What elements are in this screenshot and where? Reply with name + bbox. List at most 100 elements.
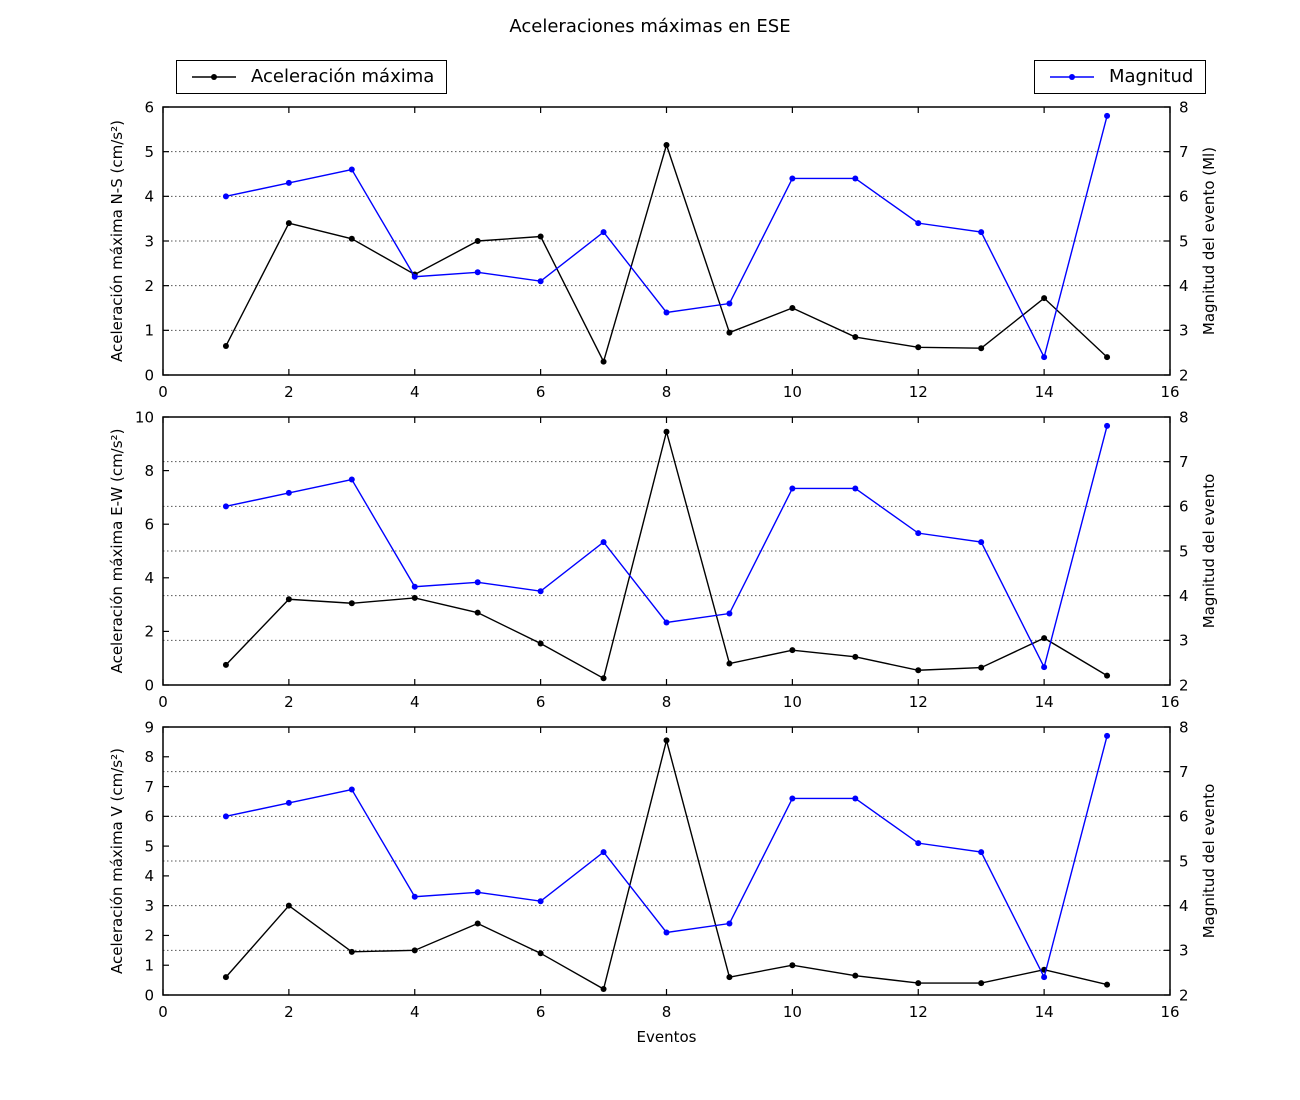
subplot-e-w: 0 2 4 6 8 10 12 14 16 0 2 4 6 8 10 2 3 4 5 6 7 8 Aceleración m… — [108, 408, 1218, 711]
data-point-marker — [1104, 112, 1111, 119]
data-point-marker — [978, 980, 985, 987]
data-point-marker — [1041, 295, 1048, 302]
x-tick-label: 14 — [1035, 1003, 1054, 1021]
y-tick-label-right: 6 — [1179, 188, 1189, 206]
data-point-marker — [852, 334, 859, 341]
y-tick-label-right: 3 — [1179, 942, 1189, 960]
x-tick-label: 14 — [1035, 693, 1054, 711]
y-tick-label-left: 4 — [144, 188, 154, 206]
data-point-marker — [1104, 422, 1111, 429]
series-line-aceleracion — [225, 428, 1108, 680]
data-point-marker — [411, 594, 418, 601]
data-point-marker — [978, 664, 985, 671]
x-tick-label: 6 — [536, 383, 546, 401]
data-point-marker — [348, 600, 355, 607]
y-tick-label-right: 6 — [1179, 808, 1189, 826]
data-point-marker — [1041, 354, 1048, 361]
x-tick-label: 14 — [1035, 383, 1054, 401]
x-axis-label: Eventos — [637, 1028, 697, 1046]
data-point-marker — [1104, 672, 1111, 679]
data-point-marker — [915, 530, 922, 537]
y-tick-label-right: 3 — [1179, 322, 1189, 340]
data-point-marker — [1104, 732, 1111, 739]
y-tick-label-right: 8 — [1179, 408, 1189, 426]
y-tick-label-left: 5 — [144, 143, 154, 161]
x-tick-label: 10 — [783, 693, 802, 711]
data-point-marker — [348, 786, 355, 793]
data-point-marker — [915, 667, 922, 674]
data-point-marker — [852, 485, 859, 492]
x-tick-label: 4 — [410, 693, 420, 711]
data-point-marker — [348, 476, 355, 483]
data-point-marker — [915, 344, 922, 351]
x-tick-label: 0 — [158, 383, 168, 401]
data-point-marker — [789, 962, 796, 969]
y-tick-label-right: 7 — [1179, 453, 1189, 471]
data-point-marker — [222, 813, 229, 820]
y-tick-label-left: 0 — [144, 676, 154, 694]
figure-title: Aceleraciones máximas en ESE — [509, 16, 791, 37]
y-tick-label-right: 2 — [1179, 676, 1189, 694]
x-tick-label: 4 — [410, 383, 420, 401]
x-tick-label: 16 — [1160, 693, 1179, 711]
data-point-marker — [726, 300, 733, 307]
y-tick-label-left: 4 — [144, 867, 154, 885]
data-point-marker — [285, 596, 292, 603]
data-point-marker — [348, 166, 355, 173]
data-point-marker — [474, 238, 481, 244]
data-point-marker — [348, 948, 355, 955]
x-tick-label: 16 — [1160, 1003, 1179, 1021]
data-point-marker — [789, 647, 796, 654]
series-line-magnitud — [225, 115, 1108, 360]
y-tick-label-right: 8 — [1179, 718, 1189, 736]
data-point-marker — [600, 849, 607, 856]
series-line-aceleracion — [225, 142, 1108, 364]
data-point-marker — [915, 980, 922, 987]
data-point-marker — [726, 610, 733, 617]
data-point-marker — [474, 889, 481, 896]
y-tick-label-left: 2 — [144, 623, 154, 641]
data-point-marker — [726, 920, 733, 927]
y-tick-label-left: 0 — [144, 366, 154, 384]
series-line-magnitud — [225, 425, 1108, 670]
data-point-marker — [789, 305, 796, 311]
x-tick-label: 4 — [410, 1003, 420, 1021]
data-point-marker — [411, 893, 418, 900]
y-tick-label-left: 7 — [144, 778, 154, 796]
y-tick-label-left: 2 — [144, 927, 154, 945]
data-point-marker — [789, 485, 796, 492]
y-tick-label-right: 5 — [1179, 852, 1189, 870]
y-tick-label-right: 3 — [1179, 632, 1189, 650]
data-point-marker — [663, 428, 670, 435]
y-tick-label-left: 10 — [135, 408, 154, 426]
data-point-marker — [663, 619, 670, 626]
y-tick-label-left: 6 — [144, 515, 154, 533]
data-point-marker — [537, 950, 544, 957]
y-tick-label-right: 4 — [1179, 587, 1189, 605]
data-point-marker — [222, 193, 229, 200]
y-axis-label-right: Magnitud del evento — [1200, 784, 1218, 939]
y-axis-label-right: Magnitud del evento (Ml) — [1200, 147, 1218, 335]
x-tick-label: 6 — [536, 1003, 546, 1021]
legend-line-blue-icon — [1050, 74, 1094, 80]
data-point-marker — [1041, 635, 1048, 642]
y-tick-label-left: 8 — [144, 462, 154, 480]
data-point-marker — [411, 583, 418, 590]
data-point-marker — [1104, 981, 1111, 988]
data-point-marker — [411, 947, 418, 954]
data-point-marker — [222, 974, 229, 981]
data-point-marker — [978, 849, 985, 856]
x-tick-label: 2 — [284, 693, 294, 711]
axes-frame — [162, 416, 1171, 686]
y-axis-label-left: Aceleración máxima N-S (cm/s²) — [108, 120, 126, 362]
series-line-magnitud — [225, 735, 1108, 980]
data-point-marker — [600, 358, 607, 365]
legend-label-magnitud: Magnitud — [1109, 66, 1194, 87]
data-point-marker — [285, 799, 292, 806]
x-tick-label: 0 — [158, 693, 168, 711]
data-point-marker — [348, 235, 355, 242]
data-point-marker — [222, 661, 229, 668]
